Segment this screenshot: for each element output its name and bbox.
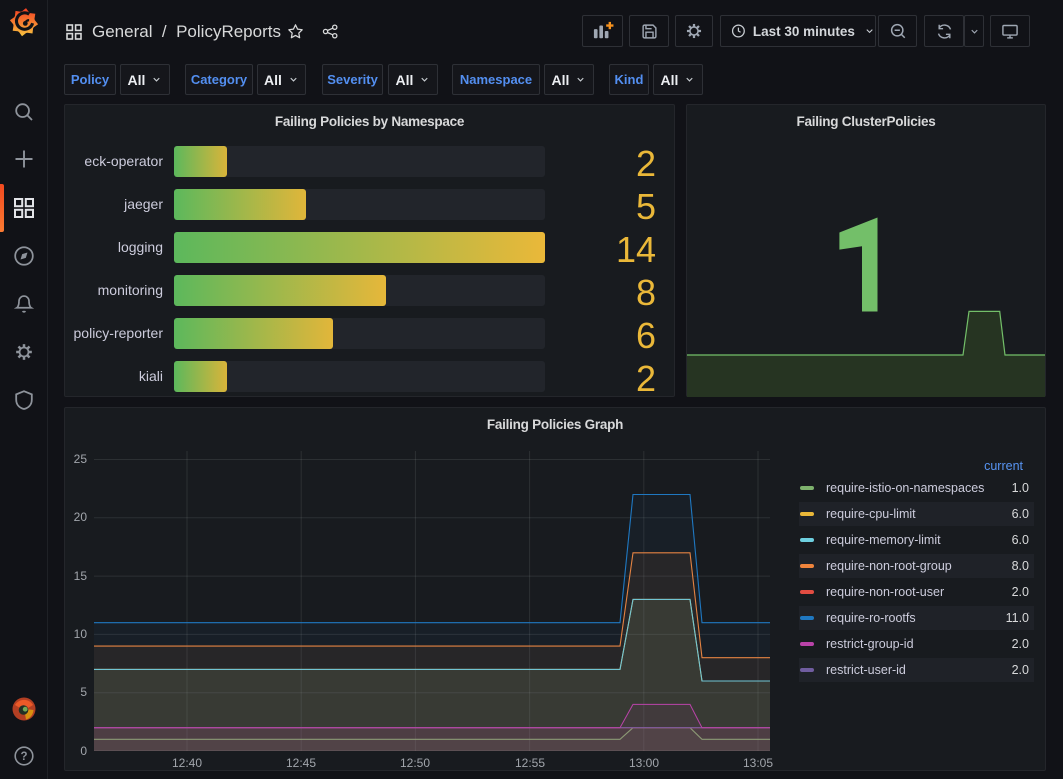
svg-text:?: ?: [20, 751, 27, 763]
